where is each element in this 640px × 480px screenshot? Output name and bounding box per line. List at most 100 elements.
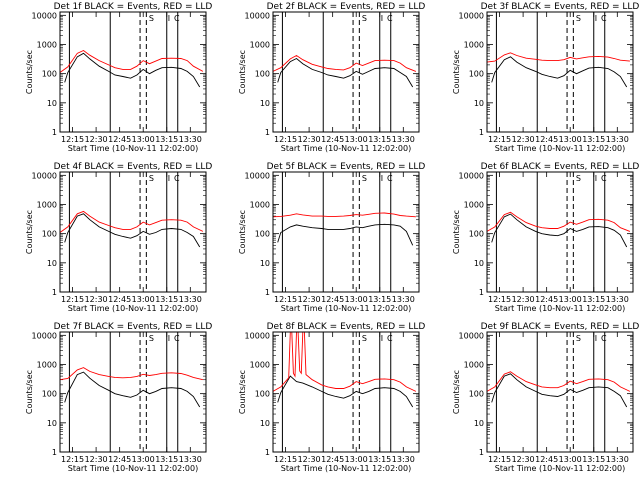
y-tick-label: 1 [52,288,57,297]
x-tick-label: 13:15 [368,135,391,144]
plot-frame [486,331,634,453]
events-series-line [277,223,414,246]
y-tick-label: 1000 [250,40,270,49]
x-tick-label: 12:30 [85,135,108,144]
x-tick-label: 12:30 [512,135,535,144]
x-tick-label: 13:15 [155,455,178,464]
marker-label: I [381,14,383,23]
x-axis-label: Start Time (10-Nov-11 12:02:00) [68,304,198,313]
x-tick-label: 12:30 [298,455,321,464]
x-axis-label: Start Time (10-Nov-11 12:02:00) [281,304,411,313]
x-tick-label: 13:30 [392,295,415,304]
events-series-line [64,213,201,248]
x-tick-label: 12:15 [61,135,84,144]
x-tick-label: 13:30 [179,295,202,304]
marker-label: S [149,14,154,23]
y-axis-label: Counts/sec [238,370,247,414]
lld-series-line [59,210,204,233]
plot-frame [59,11,207,133]
marker-label: S [362,334,367,343]
lld-series-line [486,52,630,63]
x-tick-label: 12:30 [85,295,108,304]
x-axis-label: Start Time (10-Nov-11 12:02:00) [495,304,625,313]
y-tick-label: 100 [42,390,57,399]
y-axis-label: Counts/sec [238,210,247,254]
chart-title: Det 5f BLACK = Events, RED = LLD [267,162,426,172]
marker-label: C [387,14,393,23]
y-tick-label: 1 [265,448,270,457]
lld-series-line [486,211,631,232]
marker-label: I [168,334,170,343]
x-tick-label: 12:15 [488,455,511,464]
x-tick-label: 13:30 [606,135,629,144]
lld-series-line [59,49,204,73]
y-tick-label: 10000 [245,331,270,340]
marker-label: C [601,334,607,343]
chart-panel: Det 7f BLACK = Events, RED = LLD 1 10 100 10… [25,322,212,473]
y-tick-label: 10 [47,99,57,108]
x-tick-label: 12:45 [321,455,344,464]
chart-panel: Det 4f BLACK = Events, RED = LLD 1 10 100 10… [25,162,212,313]
y-tick-label: 1 [265,288,270,297]
y-tick-label: 1000 [250,360,270,369]
y-tick-label: 10 [47,419,57,428]
chart-title: Det 7f BLACK = Events, RED = LLD [54,322,213,332]
x-tick-label: 13:00 [345,455,368,464]
chart-title: Det 3f BLACK = Events, RED = LLD [481,2,640,12]
x-tick-label: 13:15 [155,135,178,144]
marker-label: C [174,14,180,23]
y-tick-label: 100 [469,390,484,399]
x-tick-label: 12:45 [321,295,344,304]
x-tick-label: 12:45 [108,135,131,144]
x-axis-label: Start Time (10-Nov-11 12:02:00) [68,144,198,153]
x-tick-label: 13:00 [132,135,155,144]
plot-frame [272,331,420,453]
x-tick-label: 12:45 [535,295,558,304]
x-axis-label: Start Time (10-Nov-11 12:02:00) [495,144,625,153]
x-tick-label: 12:45 [535,135,558,144]
x-tick-label: 13:00 [559,135,582,144]
x-tick-label: 13:30 [179,135,202,144]
chart-title: Det 4f BLACK = Events, RED = LLD [54,162,213,172]
y-tick-label: 10000 [459,11,484,20]
marker-label: S [576,334,581,343]
y-tick-label: 1000 [37,360,57,369]
y-tick-label: 10 [474,99,484,108]
marker-label: C [174,174,180,183]
events-series-line [277,375,414,408]
y-tick-label: 10000 [459,331,484,340]
y-tick-label: 1 [52,448,57,457]
x-tick-label: 12:15 [488,295,511,304]
marker-label: C [387,334,393,343]
plot-frame [486,171,634,293]
y-tick-label: 100 [255,230,270,239]
lld-series-line [272,54,417,72]
marker-label: I [381,334,383,343]
chart-panel: Det 2f BLACK = Events, RED = LLD 1 10 100 10… [238,2,425,153]
marker-label: I [595,14,597,23]
x-axis-label: Start Time (10-Nov-11 12:02:00) [68,464,198,473]
plot-frame [272,171,420,293]
marker-label: I [595,334,597,343]
marker-label: C [601,174,607,183]
y-tick-label: 1 [265,128,270,137]
x-tick-label: 13:15 [582,135,605,144]
x-tick-label: 12:15 [61,295,84,304]
plot-frame [486,11,634,133]
marker-label: S [362,174,367,183]
y-tick-label: 1000 [250,200,270,209]
y-tick-label: 1 [479,128,484,137]
marker-label: S [576,174,581,183]
x-tick-label: 13:30 [392,135,415,144]
x-tick-label: 13:00 [345,135,368,144]
x-tick-label: 13:00 [132,455,155,464]
lld-series-line [486,371,631,392]
x-tick-label: 12:30 [512,455,535,464]
chart-panel: Det 5f BLACK = Events, RED = LLD 1 10 100 10… [238,162,425,313]
x-tick-label: 13:30 [392,455,415,464]
events-series-line [64,371,201,408]
x-tick-label: 13:00 [345,295,368,304]
y-axis-label: Counts/sec [25,210,34,254]
y-tick-label: 10000 [32,331,57,340]
